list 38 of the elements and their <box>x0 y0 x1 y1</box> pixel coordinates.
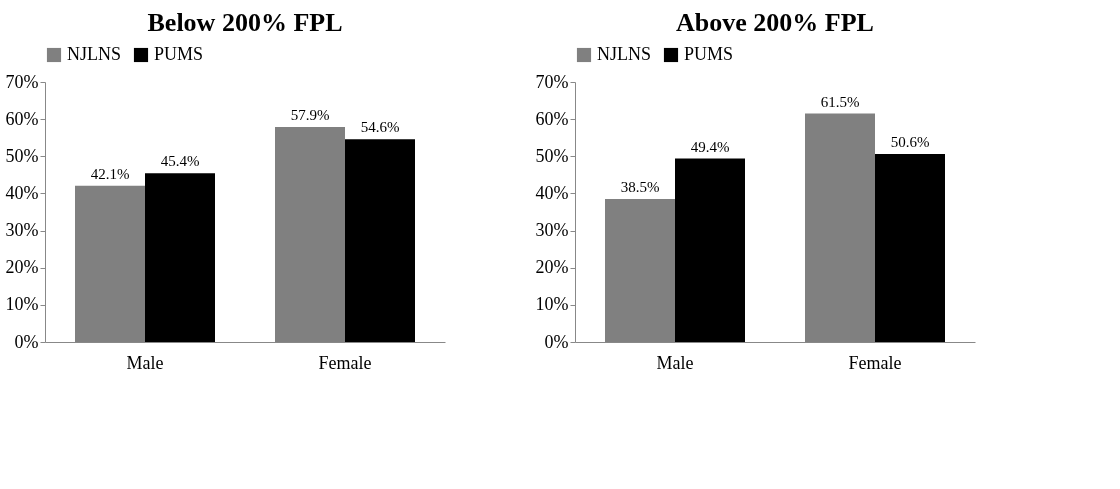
y-tick-label: 10% <box>5 294 39 315</box>
y-tick-label: 40% <box>535 182 569 203</box>
legend-label: NJLNS <box>67 44 122 64</box>
y-tick-label: 30% <box>535 220 569 241</box>
x-tick-label: Female <box>848 352 902 373</box>
legend-label: PUMS <box>154 44 204 64</box>
y-tick-label: 70% <box>535 71 569 92</box>
y-tick-label: 40% <box>5 182 39 203</box>
y-tick-label: 70% <box>5 71 39 92</box>
x-tick-label: Female <box>318 352 372 373</box>
y-tick-label: 60% <box>5 108 39 129</box>
bar <box>345 139 415 342</box>
y-tick-label: 20% <box>535 257 569 278</box>
bar <box>145 173 215 342</box>
y-tick-label: 30% <box>5 220 39 241</box>
bar <box>875 154 945 342</box>
legend-label: NJLNS <box>597 44 652 64</box>
data-label: 45.4% <box>160 153 200 170</box>
bar <box>675 158 745 342</box>
y-tick-label: 0% <box>14 331 39 352</box>
y-tick-label: 20% <box>5 257 39 278</box>
y-tick-label: 50% <box>5 145 39 166</box>
y-tick-label: 10% <box>535 294 569 315</box>
legend-label: PUMS <box>684 44 734 64</box>
chart-title: Below 200% FPL <box>147 8 343 37</box>
data-label: 38.5% <box>620 179 660 195</box>
data-label: 57.9% <box>290 106 330 123</box>
data-label: 54.6% <box>360 119 400 136</box>
y-tick-label: 0% <box>544 331 569 352</box>
x-tick-label: Male <box>126 352 164 373</box>
y-tick-label: 60% <box>535 108 569 129</box>
x-tick-label: Male <box>656 352 694 373</box>
data-label: 61.5% <box>820 93 860 110</box>
chart-title: Above 200% FPL <box>676 8 874 37</box>
data-label: 50.6% <box>890 134 930 151</box>
y-tick-label: 50% <box>535 145 569 166</box>
data-label: 49.4% <box>690 138 730 155</box>
data-label: 42.1% <box>90 165 130 182</box>
